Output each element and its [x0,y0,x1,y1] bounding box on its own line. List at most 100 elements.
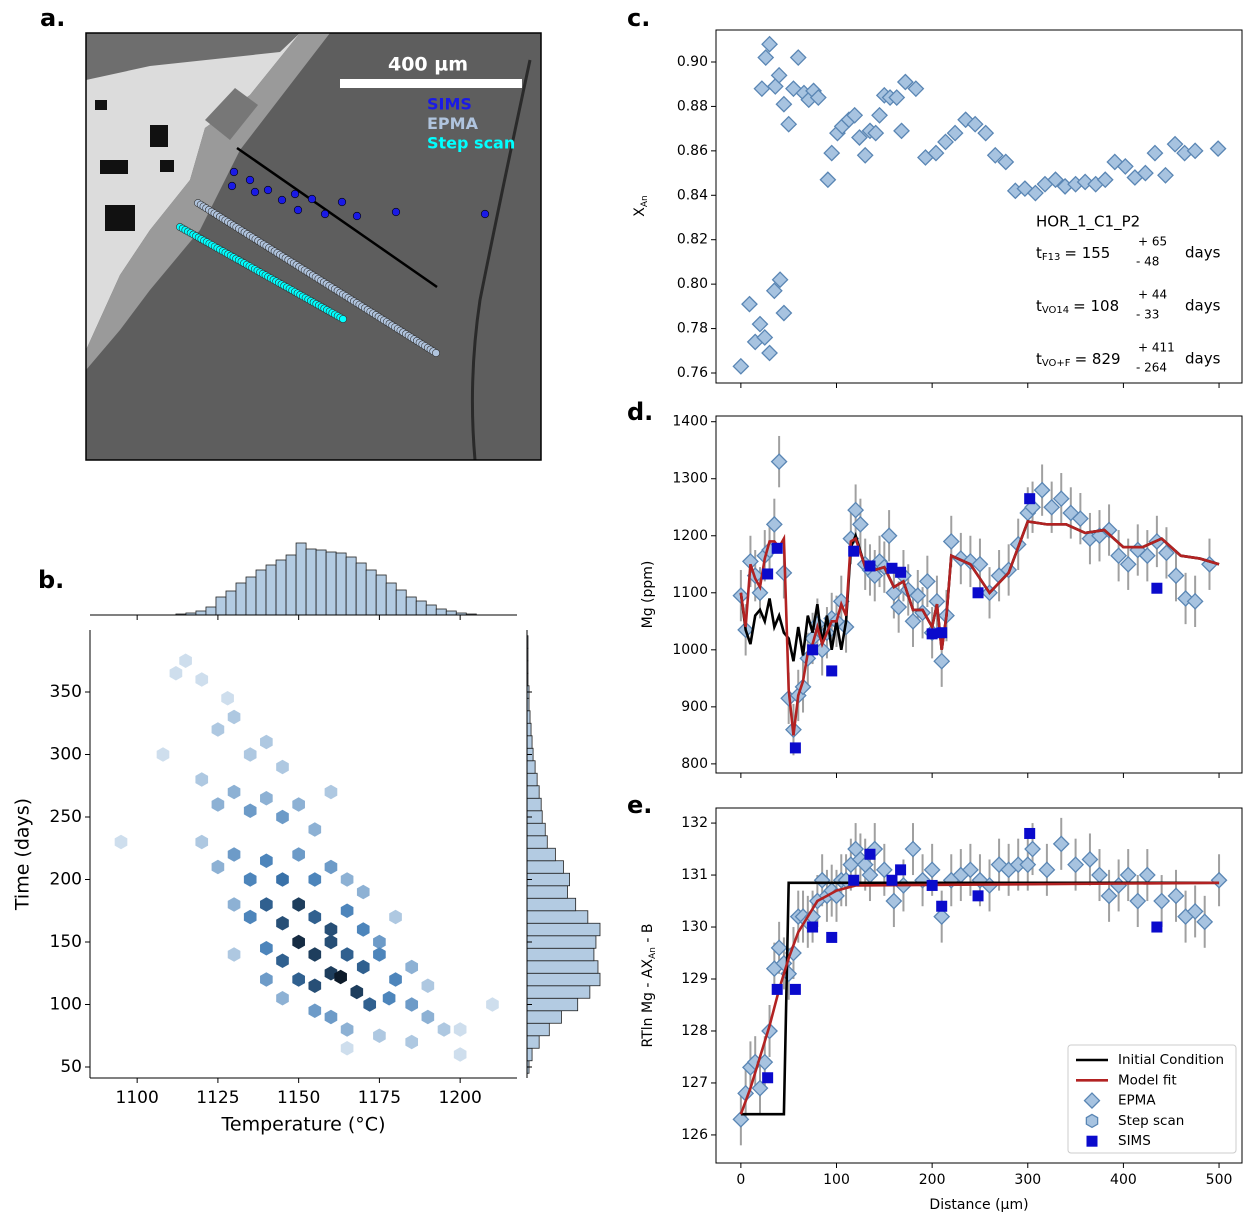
legend-label: EPMA [427,114,479,133]
epma-point [1186,142,1204,160]
hex-cell [308,1003,322,1019]
epma-point [770,939,788,957]
hex-cell [382,990,396,1006]
hex-cell [340,947,354,962]
spot [307,194,317,204]
hex-cell [276,953,289,969]
y-tick-label: 130 [681,919,708,935]
hex-cell [486,997,499,1012]
epma-point [856,146,874,164]
legend-label: Step scan [1118,1113,1184,1129]
hist-bar [335,552,347,616]
x-tick-label: 1150 [277,1088,320,1108]
sims-point [1024,827,1036,839]
scale-bar [340,79,522,88]
x-tick-label: 0 [736,1172,745,1188]
epma-point [909,587,927,605]
sims-point [762,568,774,580]
legend-label: SIMS [1118,1133,1151,1149]
sims-point [972,587,984,599]
hex-cell [260,853,273,869]
hist-bar [405,596,417,616]
hist-bar [526,960,599,974]
time-minus: - 264 [1136,361,1167,375]
hex-cell [405,959,419,975]
epma-point [875,861,893,879]
epma-point [1153,892,1171,910]
y-tick-label: 150 [50,932,82,952]
hex-cell [195,834,209,850]
epma-point [761,344,778,362]
epma-point [775,95,793,113]
annotation-time: tVO14 = 108 [1036,297,1119,317]
epma-point [1047,171,1064,189]
hex-cell [276,759,289,775]
hist-bar [526,897,577,912]
epma-point [885,892,903,910]
epma-point [819,171,837,189]
y-tick-label: 129 [681,971,708,987]
hex-cell [405,1034,419,1050]
spot [277,195,287,205]
hex-cell [195,672,209,687]
hist-bar [285,554,297,616]
spot [293,205,303,215]
epma-point [823,144,841,162]
hex-cell [373,947,386,962]
y-tick-label: 0.86 [677,143,708,159]
epma-point [1136,164,1154,182]
y-tick-label: 350 [50,682,82,702]
sims-point [848,545,860,557]
hex-cell [276,915,289,931]
hex-cell [324,1009,338,1025]
hex-cell [227,784,241,800]
panel-label: a. [40,4,65,32]
hex-cell [356,959,370,975]
hex-cell [243,872,257,887]
hex-cell [373,1028,386,1044]
spot [339,315,347,323]
hist-bar [235,582,247,616]
epma-point [1186,592,1204,610]
epma-point [732,1110,750,1128]
hist-bar [526,885,568,899]
sims-point [886,874,898,886]
epma-point [789,49,807,66]
hist-bar [526,910,589,924]
epma-point [997,153,1015,171]
y-axis-label-part: Mg (ppm) [640,561,656,629]
hex-cell [260,897,273,912]
hist-bar [526,785,540,799]
hex-cell [324,934,338,950]
hex-cell [308,872,322,887]
y-tick-label: 200 [50,870,82,890]
hist-bar [526,1035,540,1049]
hist-bar [195,610,207,616]
time-subscript: VO+F [1042,358,1071,369]
rim-band [86,33,330,370]
hist-bar [325,551,337,616]
hist-bar [355,562,367,616]
hex-cell [169,665,183,681]
hist-bar [526,722,532,737]
spot [480,209,490,219]
hex-cell [276,872,289,887]
y-axis-label: Mg (ppm) [640,561,656,629]
epma-point [1119,866,1137,884]
hist-bar [415,600,427,616]
sims-point [895,566,907,578]
hist-bar [526,972,601,987]
epma-point [961,861,979,879]
epma-point [741,295,758,313]
y-tick-label: 128 [681,1023,708,1039]
epma-point [923,861,941,879]
hist-bar [526,1047,533,1062]
hist-bar [205,606,217,616]
epma-point [751,1079,769,1097]
x-tick-label: 400 [1110,1172,1137,1188]
epma-point [1116,157,1134,175]
spot [352,211,362,221]
y-tick-label: 0.88 [677,98,708,114]
hex-cell [114,834,128,850]
